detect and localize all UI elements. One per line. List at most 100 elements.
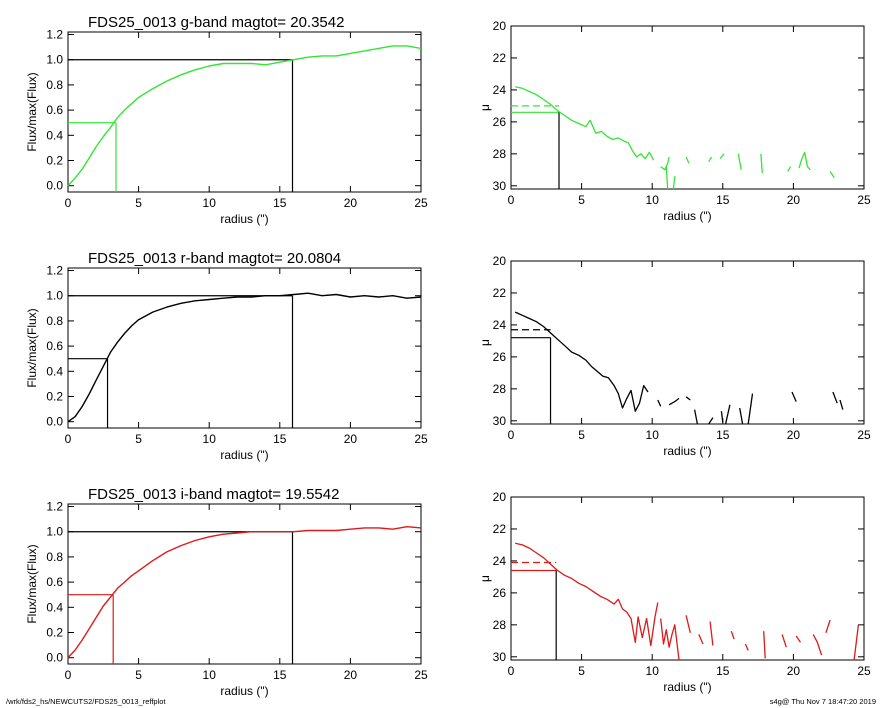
footer-path: /wrk/fds2_hs/NEWCUTS2/FDS25_0013_reffplo… (6, 697, 166, 706)
x-tick-label: 15 (716, 428, 730, 442)
plot-frame (67, 31, 422, 193)
y-tick-label: 28 (493, 618, 507, 632)
y-tick-label: 26 (493, 115, 507, 129)
surface-brightness-segment (708, 156, 713, 163)
x-tick-label: 25 (857, 664, 871, 678)
surface-brightness-segment (515, 542, 659, 647)
x-axis-label: radius (") (220, 684, 268, 698)
y-tick-label: 0.8 (46, 314, 63, 328)
y-tick-label: 0.8 (46, 550, 63, 564)
y-tick-label: 0.6 (46, 575, 63, 589)
surface-brightness-segment (825, 619, 831, 634)
x-tick-label: 10 (646, 193, 660, 207)
x-axis-label: radius (") (663, 680, 711, 694)
y-tick-label: 0.2 (46, 626, 63, 640)
surface-brightness-segment (829, 171, 835, 179)
surface-brightness-segment (763, 631, 766, 659)
surface-brightness-segment (739, 407, 744, 424)
y-tick-label: 24 (493, 83, 507, 97)
y-tick-label: 20 (493, 490, 507, 504)
chart-title: FDS25_0013 r-band magtot= 20.0804 (88, 250, 341, 267)
y-tick-label: 0.6 (46, 339, 63, 353)
x-axis-label: radius (") (663, 209, 711, 223)
y-tick-label: 30 (493, 179, 507, 193)
surface-brightness-segment (709, 621, 714, 646)
chart-panel-i-surface-brightness: 0 5 10 15 20 25 20 22 24 26 28 30 radius (") μ (478, 490, 871, 694)
surface-brightness-segment (787, 166, 792, 172)
surface-brightness-segment (660, 618, 680, 660)
x-tick-label: 5 (578, 664, 585, 678)
y-tick-label: 0.0 (46, 415, 63, 429)
y-tick-label: 0.0 (46, 651, 63, 665)
x-tick-label: 20 (344, 196, 358, 210)
y-tick-label: 1.0 (46, 289, 63, 303)
y-tick-label: 22 (493, 286, 507, 300)
x-tick-label: 25 (857, 428, 871, 442)
plot-frame (510, 260, 865, 425)
surface-brightness-segment (832, 391, 838, 404)
y-tick-label: 0.8 (46, 78, 63, 92)
chart-panel-r-growth-curve: 0 5 10 15 20 25 0.0 0.2 0.4 0.6 0.8 1.0 1.2 radius ("… (25, 250, 428, 462)
surface-brightness-segment (685, 396, 691, 401)
surface-brightness-segment (730, 630, 735, 640)
x-axis-label: radius (") (663, 444, 711, 458)
surface-brightness-segment (719, 153, 725, 160)
y-tick-label: 26 (493, 350, 507, 364)
surface-brightness-segment (657, 399, 662, 407)
y-tick-label: 0.2 (46, 390, 63, 404)
growth-curve-line (67, 292, 422, 423)
y-axis-label: Flux/max(Flux) (25, 308, 39, 387)
y-tick-label: 0.2 (46, 154, 63, 168)
y-tick-label: 24 (493, 318, 507, 332)
x-axis-label: radius (") (220, 212, 268, 226)
x-tick-label: 10 (203, 196, 217, 210)
y-axis-label: μ (478, 575, 492, 582)
x-tick-label: 10 (646, 428, 660, 442)
y-tick-label: 1.0 (46, 53, 63, 67)
x-tick-label: 5 (135, 668, 142, 682)
y-tick-label: 1.2 (46, 28, 63, 42)
surface-brightness-segment (795, 635, 802, 643)
footer-timestamp: s4g@ Thu Nov 7 18:47:20 2019 (770, 697, 876, 706)
y-tick-label: 26 (493, 586, 507, 600)
x-tick-label: 0 (508, 664, 515, 678)
y-tick-label: 24 (493, 554, 507, 568)
chart-title: FDS25_0013 i-band magtot= 19.5542 (88, 486, 339, 503)
surface-brightness-segment (744, 643, 749, 651)
surface-brightness-segment (685, 156, 690, 164)
y-tick-label: 0.6 (46, 103, 63, 117)
surface-brightness-segment (708, 417, 714, 424)
x-tick-label: 15 (273, 668, 287, 682)
y-tick-label: 22 (493, 522, 507, 536)
x-tick-label: 0 (65, 432, 72, 446)
y-tick-label: 0.4 (46, 128, 63, 142)
surface-brightness-segment (665, 166, 669, 189)
surface-brightness-segment (747, 393, 754, 424)
growth-curve-line (67, 526, 422, 659)
y-tick-label: 0.0 (46, 179, 63, 193)
y-axis-label: μ (478, 104, 492, 111)
plot-frame (510, 25, 865, 190)
chart-panel-g-surface-brightness: 0 5 10 15 20 25 20 22 24 26 28 30 radius (") μ (478, 19, 871, 223)
y-tick-label: 1.2 (46, 264, 63, 278)
chart-panel-i-growth-curve: 0 5 10 15 20 25 0.0 0.2 0.4 0.6 0.8 1.0 1.2 radius ("… (25, 486, 428, 698)
chart-panel-r-surface-brightness: 0 5 10 15 20 25 20 22 24 26 28 30 radius (") μ (478, 254, 871, 458)
surface-brightness-segment (668, 397, 680, 406)
plot-frame (510, 496, 865, 661)
surface-brightness-segment (737, 153, 742, 170)
y-tick-label: 20 (493, 254, 507, 268)
plot-frame (67, 503, 422, 665)
x-tick-label: 20 (344, 668, 358, 682)
chart-panel-g-growth-curve: 0 5 10 15 20 25 0.0 0.2 0.4 0.6 0.8 1.0 1.2 radius ("… (25, 14, 428, 226)
x-tick-label: 15 (716, 193, 730, 207)
x-tick-label: 20 (787, 193, 801, 207)
surface-brightness-segment (724, 404, 731, 424)
x-tick-label: 25 (414, 432, 428, 446)
y-tick-label: 0.4 (46, 600, 63, 614)
y-tick-label: 1.2 (46, 500, 63, 514)
y-tick-label: 22 (493, 51, 507, 65)
y-tick-label: 30 (493, 414, 507, 428)
x-tick-label: 5 (135, 196, 142, 210)
x-tick-label: 10 (203, 668, 217, 682)
y-axis-label: μ (478, 339, 492, 346)
